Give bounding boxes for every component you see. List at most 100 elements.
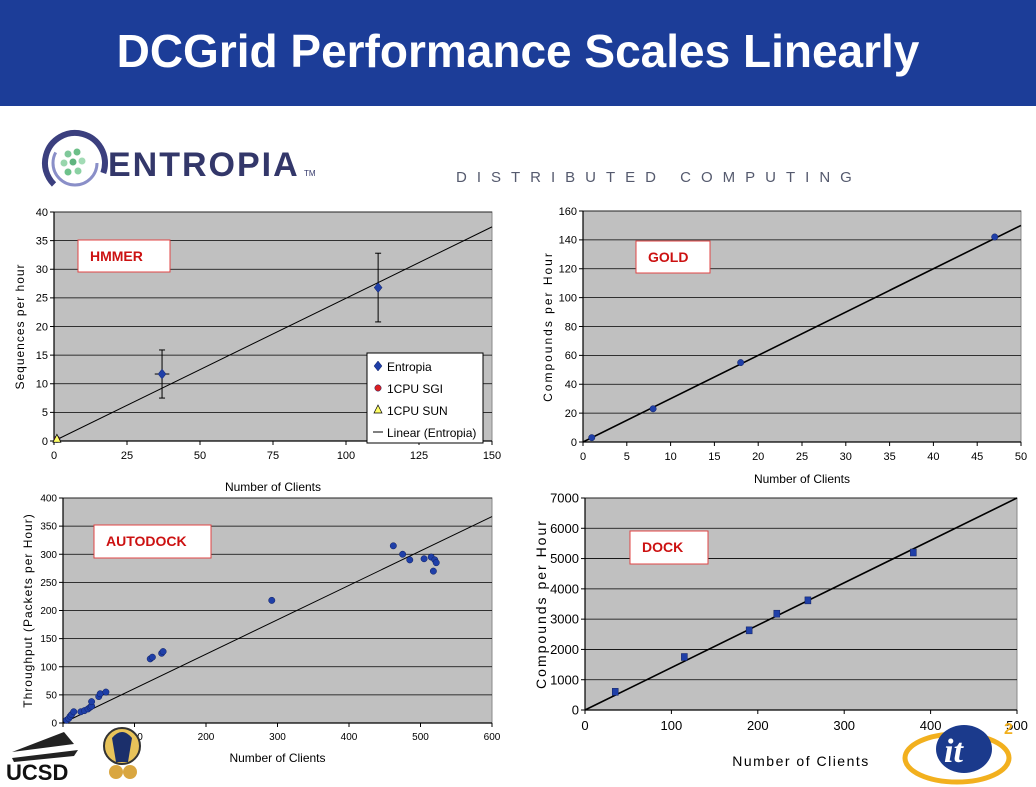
x-tick-label: 45: [971, 451, 983, 463]
y-tick-label: 35: [36, 235, 48, 247]
chart-gold: 0 20 40 60 80 100 120 140 160 0 5 10 15 20 25 30 35 40 45 5…: [541, 206, 1027, 486]
y-tick-label: 120: [559, 264, 577, 276]
x-tick-label: 5: [624, 451, 630, 463]
y-tick-label: 0: [571, 437, 577, 449]
data-point: [268, 596, 276, 604]
ucsd-logo: UCSD: [6, 727, 141, 784]
data-point: [157, 368, 167, 380]
x-tick-label: 10: [664, 451, 676, 463]
chart-autodock: 0501001502002503003504000100200300400500…: [21, 494, 501, 766]
y-tick-label: 1000: [550, 672, 579, 687]
y-tick-label: 2000: [550, 642, 579, 657]
x-tick-label: 500: [412, 732, 429, 743]
it-logo: it 2: [902, 721, 1013, 785]
data-point: [611, 688, 619, 696]
trendline: [584, 497, 1018, 711]
y-tick-label: 80: [565, 321, 577, 333]
entropia-logo: ENTROPIA TM: [42, 130, 316, 196]
brand-tm: TM: [304, 169, 316, 178]
it-label: it: [944, 733, 964, 770]
trendline: [53, 226, 493, 442]
x-tick-label: 600: [484, 732, 501, 743]
x-tick-label: 0: [51, 450, 57, 462]
legend-label: 1CPU SGI: [387, 382, 443, 396]
svg-text:2: 2: [1004, 721, 1013, 738]
y-tick-label: 400: [40, 494, 57, 505]
legend-label: 1CPU SUN: [387, 404, 448, 418]
y-tick-label: 6000: [550, 521, 579, 536]
brand-name: ENTROPIA: [108, 146, 300, 184]
y-tick-label: 5: [42, 407, 48, 419]
x-tick-label: 75: [267, 450, 279, 462]
legend-label: Linear (Entropia): [387, 426, 476, 440]
x-tick-label: 20: [752, 451, 764, 463]
x-tick-label: 50: [1015, 451, 1027, 463]
y-tick-label: 200: [40, 606, 57, 617]
data-point: [96, 690, 104, 698]
y-tick-label: 0: [42, 436, 48, 448]
x-tick-label: 25: [796, 451, 808, 463]
x-tick-label: 35: [883, 451, 895, 463]
x-tick-label: 15: [708, 451, 720, 463]
x-tick-label: 500: [1006, 718, 1028, 733]
x-tick-label: 0: [581, 718, 588, 733]
y-tick-label: 7000: [550, 491, 579, 506]
data-point: [773, 609, 781, 618]
y-tick-label: 5000: [550, 551, 579, 566]
data-point: [70, 708, 78, 716]
x-axis-label: Number of Clients: [732, 753, 870, 769]
data-point: [148, 653, 156, 661]
data-point: [649, 405, 657, 413]
y-tick-label: 0: [51, 719, 57, 730]
y-tick-label: 300: [40, 550, 57, 561]
x-tick-label: 200: [198, 732, 215, 743]
data-point: [406, 556, 414, 564]
y-tick-label: 15: [36, 350, 48, 362]
data-point: [159, 648, 167, 656]
data-point: [373, 404, 383, 414]
y-tick-label: 0: [572, 703, 579, 718]
x-axis-label: Number of Clients: [754, 472, 850, 486]
data-point: [745, 626, 753, 635]
y-axis-label: Compounds per Hour: [541, 251, 555, 402]
ucsd-label: UCSD: [6, 760, 68, 784]
chart-label: HMMER: [90, 248, 143, 264]
data-point: [389, 542, 397, 550]
data-point: [374, 384, 382, 392]
trendline: [62, 516, 493, 724]
y-tick-label: 60: [565, 350, 577, 362]
x-tick-label: 200: [747, 718, 769, 733]
x-tick-label: 40: [927, 451, 939, 463]
x-tick-label: 150: [483, 450, 501, 462]
y-tick-label: 150: [40, 634, 57, 645]
x-tick-label: 100: [661, 718, 683, 733]
data-point: [373, 360, 383, 372]
x-axis-label: Number of Clients: [225, 480, 321, 494]
chart-label-box: [629, 530, 709, 565]
legend: [366, 352, 484, 444]
data-point: [420, 555, 428, 563]
x-axis-label: Number of Clients: [229, 751, 325, 765]
chart-hmmer: 0 5 10 15 20 25 30 35 40 0 25 50 75 100 125 150 Number o…: [13, 207, 501, 494]
trendline: [582, 224, 1022, 443]
data-point: [52, 433, 62, 443]
chart-label-box: [635, 240, 711, 274]
y-tick-label: 40: [565, 379, 577, 391]
chart-label: GOLD: [648, 249, 688, 265]
data-point: [88, 698, 96, 706]
y-axis-label: Throughput (Packets per Hour): [21, 513, 35, 707]
y-tick-label: 350: [40, 522, 57, 533]
data-point: [737, 359, 745, 367]
y-tick-label: 20: [565, 408, 577, 420]
y-tick-label: 160: [559, 206, 577, 218]
y-tick-label: 140: [559, 235, 577, 247]
x-tick-label: 25: [121, 450, 133, 462]
x-tick-label: 0: [580, 451, 586, 463]
data-point: [681, 653, 688, 661]
y-tick-label: 100: [40, 662, 57, 673]
y-axis-label: Sequences per hour: [13, 263, 27, 389]
x-tick-label: 300: [833, 718, 855, 733]
y-tick-label: 10: [36, 379, 48, 391]
title-bar: DCGrid Performance Scales Linearly: [0, 0, 1036, 106]
y-tick-label: 50: [46, 690, 58, 701]
